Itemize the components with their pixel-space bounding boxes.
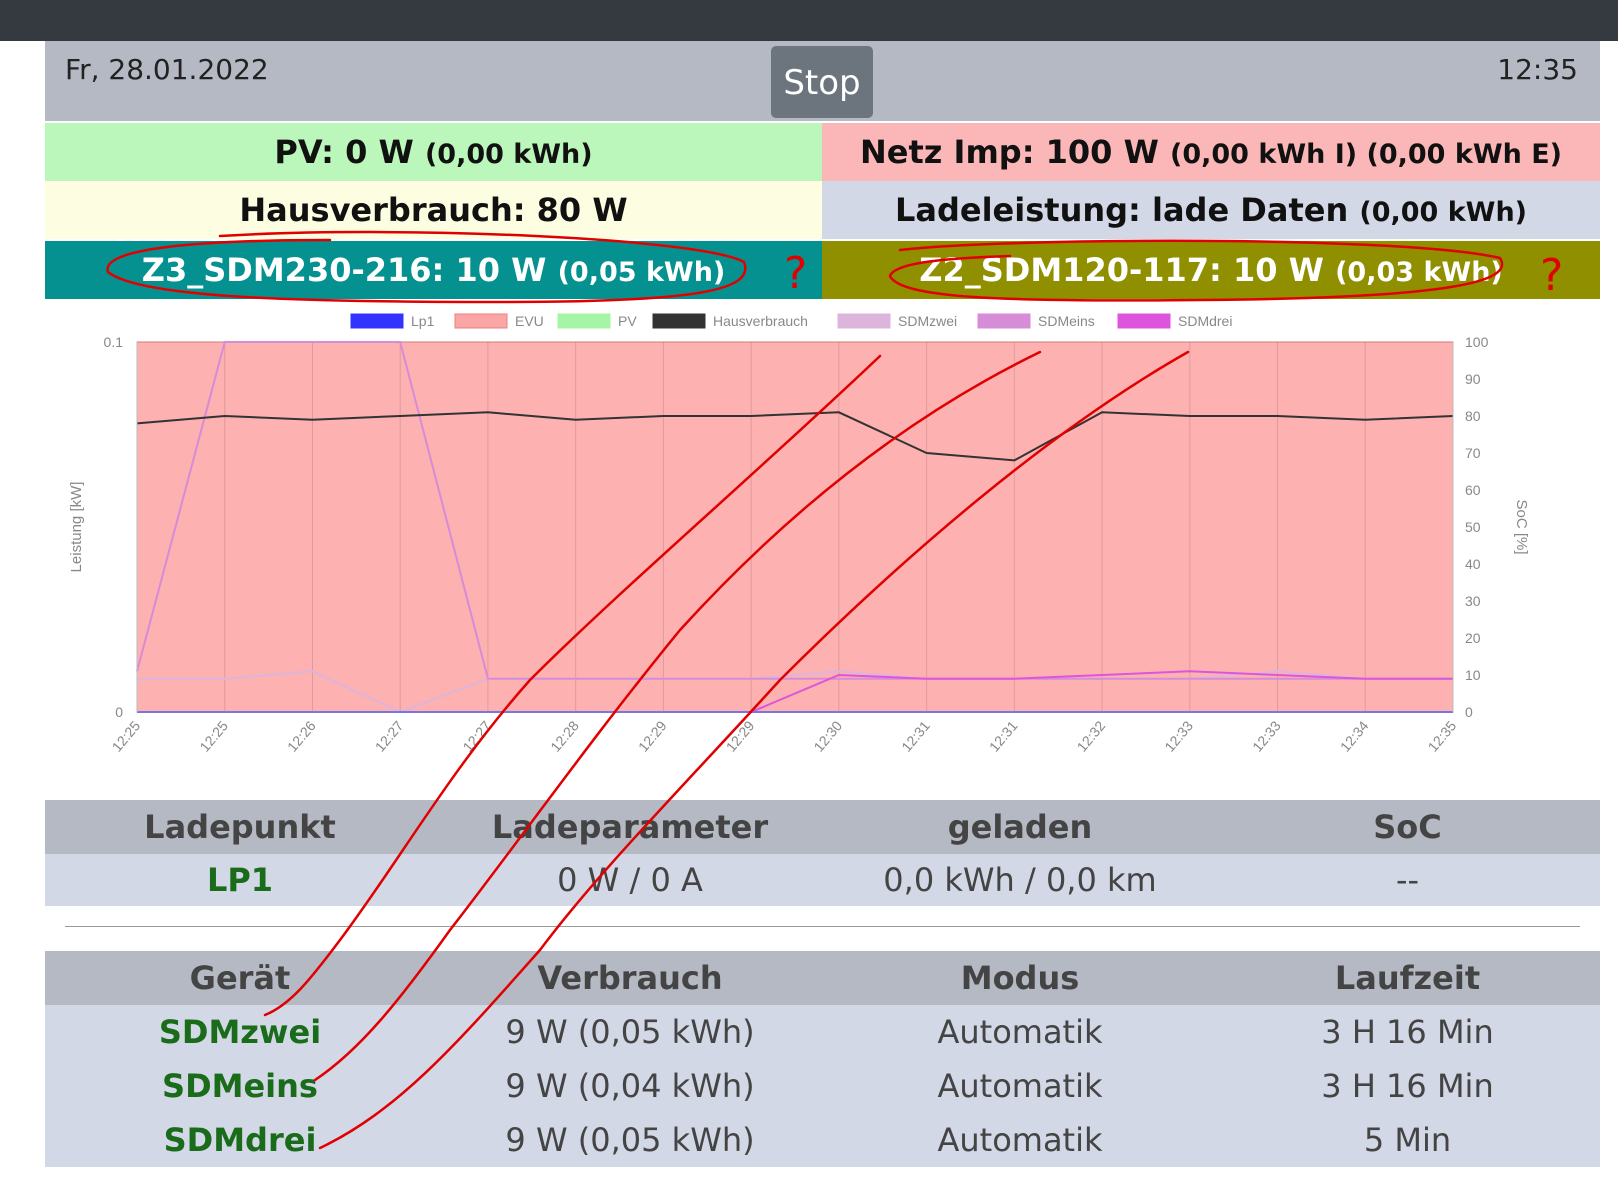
y2-tick-label: 50	[1465, 519, 1481, 535]
z3-meter-energy: (0,05 kWh)	[557, 257, 726, 288]
ladepunkt-row: LP1 0 W / 0 A 0,0 kWh / 0,0 km --	[45, 854, 1600, 906]
ladeleistung-status: Ladeleistung: lade Daten (0,00 kWh)	[822, 181, 1600, 239]
device-laufzeit: 3 H 16 Min	[1321, 1067, 1494, 1105]
table-row: SDMdrei 9 W (0,05 kWh) Automatik 5 Min	[45, 1113, 1600, 1167]
pv-status: PV: 0 W (0,00 kWh)	[45, 123, 822, 181]
device-modus[interactable]: Automatik	[937, 1067, 1103, 1105]
device-verbrauch: 9 W (0,05 kWh)	[505, 1013, 755, 1051]
table-row: SDMzwei 9 W (0,05 kWh) Automatik 3 H 16 …	[45, 1005, 1600, 1059]
device-verbrauch: 9 W (0,04 kWh)	[505, 1067, 755, 1105]
y2-tick-label: 90	[1465, 371, 1481, 387]
hausverbrauch-value: Hausverbrauch: 80 W	[239, 191, 628, 229]
legend-swatch[interactable]	[454, 313, 508, 329]
annotation-question-mark: ?	[1540, 250, 1563, 301]
device-modus[interactable]: Automatik	[937, 1121, 1103, 1159]
ladeleistung-value: Ladeleistung: lade Daten	[894, 191, 1349, 229]
annotation-circle-z2	[888, 239, 1504, 302]
table-row: SDMeins 9 W (0,04 kWh) Automatik 3 H 16 …	[45, 1059, 1600, 1113]
device-verbrauch: 9 W (0,05 kWh)	[505, 1121, 755, 1159]
annotation-circle-z3	[106, 230, 747, 304]
y2-axis-label: SoC [%]	[1513, 499, 1530, 554]
browser-top-bar	[0, 0, 1618, 41]
annotation-line-sdmzwei	[263, 354, 882, 1017]
z3-meter-status: Z3_SDM230-216: 10 W (0,05 kWh)	[45, 241, 822, 299]
legend-label[interactable]: Hausverbrauch	[713, 313, 808, 329]
geraet-table-header: Gerät Verbrauch Modus Laufzeit	[45, 951, 1600, 1005]
y2-tick-label: 100	[1465, 334, 1489, 350]
pv-status-value: PV: 0 W	[274, 133, 414, 171]
annotation-line-sdmdrei	[318, 350, 1190, 1150]
legend-label[interactable]: EVU	[515, 313, 544, 329]
legend-swatch[interactable]	[837, 313, 891, 329]
soc-header: SoC	[1373, 808, 1442, 846]
geladen-value: 0,0 kWh / 0,0 km	[883, 861, 1157, 899]
ladeparameter-value: 0 W / 0 A	[557, 861, 703, 899]
legend-label[interactable]: Lp1	[411, 313, 435, 329]
geraet-table-body: SDMzwei 9 W (0,05 kWh) Automatik 3 H 16 …	[45, 1005, 1600, 1167]
series-line-sdmzwei	[137, 670, 1453, 714]
ladeleistung-energy: (0,00 kWh)	[1359, 197, 1528, 228]
pv-status-energy: (0,00 kWh)	[424, 139, 593, 170]
legend-label[interactable]: SDMeins	[1038, 313, 1095, 329]
section-divider	[65, 926, 1580, 927]
series-line-sdmeins	[136, 341, 1453, 680]
header-bar: Fr, 28.01.2022 Stop 12:35	[45, 41, 1600, 121]
chart-legend: Lp1 EVU PV Hausverbrauch SDMzwei SDMeins SDMdr…	[350, 313, 1232, 329]
z3-meter-value: Z3_SDM230-216: 10 W	[141, 251, 547, 289]
header-date: Fr, 28.01.2022	[65, 53, 269, 86]
modus-header: Modus	[960, 959, 1080, 997]
annotation-line-sdmeins	[313, 350, 1042, 1082]
y-axis-label: Leistung [kW]	[68, 482, 85, 573]
legend-label[interactable]: SDMdrei	[1178, 313, 1232, 329]
series-line-hausverbrauch	[136, 411, 1454, 462]
verbrauch-header: Verbrauch	[537, 959, 723, 997]
y2-tick-label: 20	[1465, 630, 1481, 646]
device-modus[interactable]: Automatik	[937, 1013, 1103, 1051]
geladen-header: geladen	[947, 808, 1093, 846]
legend-swatch[interactable]	[977, 313, 1031, 329]
legend-label[interactable]: PV	[618, 313, 637, 329]
netz-status-energy: (0,00 kWh I) (0,00 kWh E)	[1170, 139, 1563, 170]
ladepunkt-header: Ladepunkt	[144, 808, 336, 846]
y2-tick-label: 80	[1465, 408, 1481, 424]
device-name-sdmzwei[interactable]: SDMzwei	[158, 1013, 322, 1051]
laufzeit-header: Laufzeit	[1334, 959, 1481, 997]
y-tick-label: 0.1	[104, 334, 124, 350]
y-tick-label: 0	[115, 704, 123, 720]
annotation-question-mark: ?	[784, 248, 807, 299]
geraet-header: Gerät	[189, 959, 291, 997]
y2-tick-label: 10	[1465, 667, 1481, 683]
device-laufzeit: 3 H 16 Min	[1321, 1013, 1494, 1051]
stop-button[interactable]: Stop	[771, 46, 873, 118]
y2-tick-label: 60	[1465, 482, 1481, 498]
y2-tick-label: 0	[1465, 704, 1473, 720]
device-laufzeit: 5 Min	[1363, 1121, 1452, 1159]
legend-swatch[interactable]	[557, 313, 611, 329]
netz-status-value: Netz Imp: 100 W	[859, 133, 1159, 171]
device-name-sdmeins[interactable]: SDMeins	[162, 1067, 318, 1105]
device-name-sdmdrei[interactable]: SDMdrei	[163, 1121, 317, 1159]
y2-tick-label: 40	[1465, 556, 1481, 572]
legend-swatch[interactable]	[1117, 313, 1171, 329]
legend-label[interactable]: SDMzwei	[898, 313, 957, 329]
legend-swatch[interactable]	[652, 313, 706, 329]
ladepunkt-table-header: Ladepunkt Ladeparameter geladen SoC	[45, 800, 1600, 854]
netz-status: Netz Imp: 100 W (0,00 kWh I) (0,00 kWh E…	[822, 123, 1600, 181]
soc-value: --	[1395, 861, 1420, 899]
y2-tick-label: 70	[1465, 445, 1481, 461]
hausverbrauch-status: Hausverbrauch: 80 W	[45, 181, 822, 239]
ladepunkt-name[interactable]: LP1	[206, 861, 274, 899]
header-time: 12:35	[1497, 53, 1578, 86]
y2-tick-label: 30	[1465, 593, 1481, 609]
legend-swatch[interactable]	[350, 313, 404, 329]
